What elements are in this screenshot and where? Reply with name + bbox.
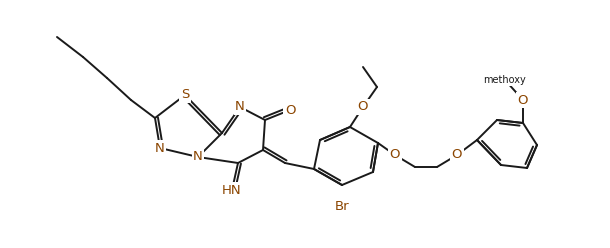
Text: O: O (357, 100, 368, 114)
Text: O: O (390, 149, 400, 161)
Text: HN: HN (222, 184, 242, 196)
Text: S: S (181, 89, 189, 101)
Text: N: N (193, 151, 203, 163)
Text: O: O (518, 93, 528, 106)
Text: O: O (452, 149, 462, 161)
Text: methoxy: methoxy (484, 75, 526, 85)
Text: O: O (285, 103, 295, 117)
Text: Br: Br (335, 200, 350, 214)
Text: N: N (235, 100, 245, 114)
Text: N: N (155, 142, 165, 155)
